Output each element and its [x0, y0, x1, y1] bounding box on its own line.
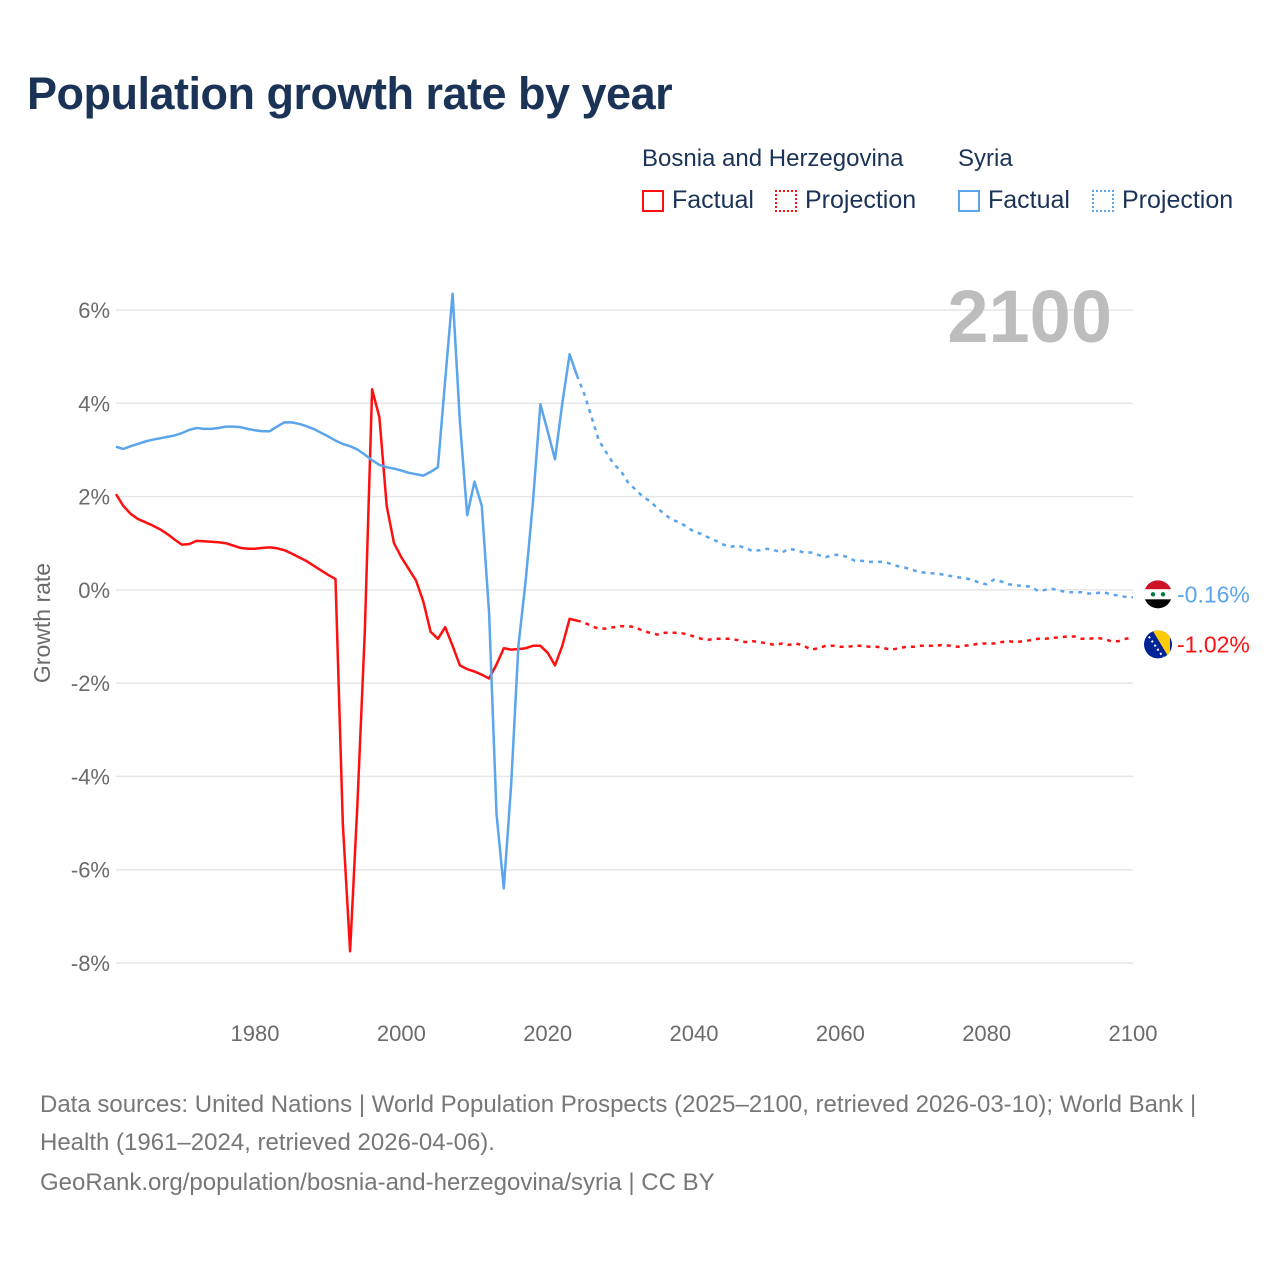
- x-tick-label: 2080: [962, 1021, 1011, 1046]
- flag: [1144, 580, 1172, 609]
- current-year-label: 2100: [947, 275, 1112, 358]
- flag-triangle: [1152, 630, 1170, 659]
- legend-swatch-solid: [958, 189, 980, 212]
- legend-swatch-dotted: [1092, 189, 1114, 212]
- y-tick-label: -6%: [71, 858, 110, 883]
- y-tick-label: 6%: [78, 298, 110, 323]
- line-chart: 6% 4% 2% 0% -2% -4% -6% -8% 1980 2000 2020 2040 2060…: [29, 275, 1250, 1046]
- flag-stripe: [1144, 599, 1172, 609]
- legend-label: Projection: [805, 186, 917, 214]
- bosnia-end-label: -1.02%: [1177, 631, 1250, 657]
- flag-stripe: [1144, 589, 1172, 600]
- y-tick-label: 4%: [78, 391, 110, 416]
- bosnia-projection-line: [576, 619, 1134, 651]
- syria-end-label: -0.16%: [1177, 581, 1250, 607]
- syria-projection-line: [575, 374, 1134, 599]
- credit-link[interactable]: GeoRank.org/population/bosnia-and-herzeg…: [40, 1169, 715, 1196]
- bosnia-factual-line: [114, 388, 578, 953]
- y-axis-label: Growth rate: [29, 563, 55, 683]
- bosnia-flag-icon: [1144, 630, 1172, 659]
- syria-factual-line: [115, 292, 579, 890]
- x-tick-label: 2020: [523, 1021, 572, 1046]
- flag-star: [1150, 592, 1156, 597]
- y-tick-label: 0%: [78, 578, 110, 603]
- chart-title: Population growth rate by year: [27, 68, 673, 119]
- legend-label: Factual: [672, 186, 754, 214]
- legend-group-bosnia: Bosnia and Herzegovina: [642, 145, 904, 172]
- legend-group-syria: Syria: [958, 145, 1013, 172]
- x-tick-label: 2040: [670, 1021, 719, 1046]
- legend-label: Factual: [988, 186, 1070, 214]
- x-tick-label: 1980: [231, 1021, 280, 1046]
- flag-stripe: [1144, 580, 1172, 590]
- data-sources: Data sources: United Nations | World Pop…: [40, 1091, 1197, 1156]
- y-tick-label: 2%: [78, 485, 110, 510]
- y-tick-label: -8%: [71, 951, 110, 976]
- flag-stars: [1145, 631, 1165, 659]
- syria-flag-icon: [1144, 580, 1172, 609]
- legend-bosnia-factual[interactable]: Factual: [642, 186, 754, 215]
- legend-syria-projection[interactable]: Projection: [1092, 186, 1233, 215]
- x-tick-label: 2000: [377, 1021, 426, 1046]
- legend-bosnia-projection[interactable]: Projection: [775, 186, 916, 215]
- x-tick-label: 2060: [816, 1021, 865, 1046]
- flag: [1144, 630, 1172, 659]
- legend-swatch-solid: [642, 189, 664, 212]
- y-tick-label: -2%: [71, 671, 110, 696]
- x-tick-label: 2100: [1109, 1021, 1158, 1046]
- legend-syria-factual[interactable]: Factual: [958, 186, 1070, 215]
- y-tick-label: -4%: [71, 764, 110, 789]
- flag-star: [1160, 592, 1166, 597]
- legend-swatch-dotted: [775, 189, 797, 212]
- legend-label: Projection: [1122, 186, 1234, 214]
